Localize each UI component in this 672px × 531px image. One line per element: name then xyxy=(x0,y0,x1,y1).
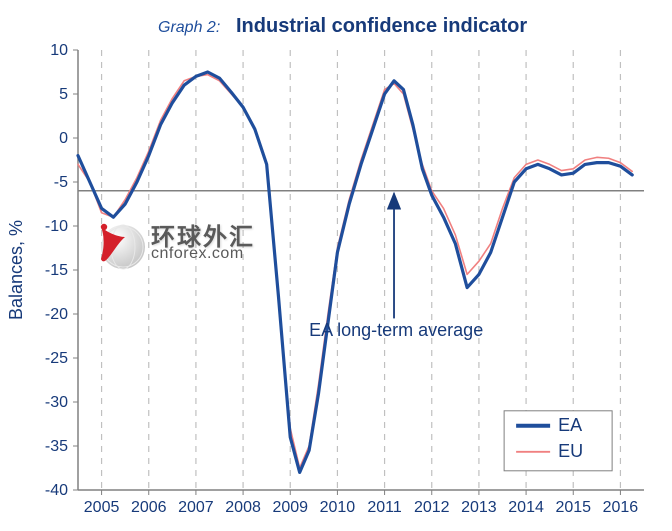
x-tick-label: 2009 xyxy=(272,499,308,516)
chart-title-prefix: Graph 2: xyxy=(158,19,220,36)
x-tick-label: 2012 xyxy=(414,499,450,516)
y-axis-label: Balances, % xyxy=(6,220,26,320)
x-tick-label: 2013 xyxy=(461,499,497,516)
legend-label: EA xyxy=(558,415,582,435)
x-tick-label: 2008 xyxy=(225,499,261,516)
y-tick-label: -30 xyxy=(45,394,68,411)
y-tick-label: -15 xyxy=(45,262,68,279)
x-tick-label: 2005 xyxy=(84,499,120,516)
y-tick-label: -40 xyxy=(45,482,68,499)
legend-label: EU xyxy=(558,441,583,461)
x-tick-label: 2015 xyxy=(555,499,591,516)
chart-container: -40 -35 -30 -25 -20 -15 -10 -5 0 5 10 2005 2006 2007 2… xyxy=(0,0,672,531)
annotation-label: EA long-term average xyxy=(309,320,483,340)
y-tick-label: -10 xyxy=(45,218,68,235)
y-tick-label: -35 xyxy=(45,438,68,455)
y-tick-label: -5 xyxy=(54,174,68,191)
x-tick-label: 2010 xyxy=(320,499,356,516)
x-tick-label: 2007 xyxy=(178,499,214,516)
y-tick-label: 5 xyxy=(59,86,68,103)
y-tick-label: -25 xyxy=(45,350,68,367)
x-tick-label: 2014 xyxy=(508,499,544,516)
x-tick-label: 2011 xyxy=(367,499,402,516)
y-tick-label: 0 xyxy=(59,130,68,147)
x-tick-label: 2006 xyxy=(131,499,167,516)
chart-svg: -40 -35 -30 -25 -20 -15 -10 -5 0 5 10 2005 2006 2007 2… xyxy=(0,0,672,531)
y-tick-label: -20 xyxy=(45,306,68,323)
x-tick-label: 2016 xyxy=(603,499,639,516)
chart-title: Industrial confidence indicator xyxy=(236,15,527,37)
y-tick-label: 10 xyxy=(50,42,68,59)
